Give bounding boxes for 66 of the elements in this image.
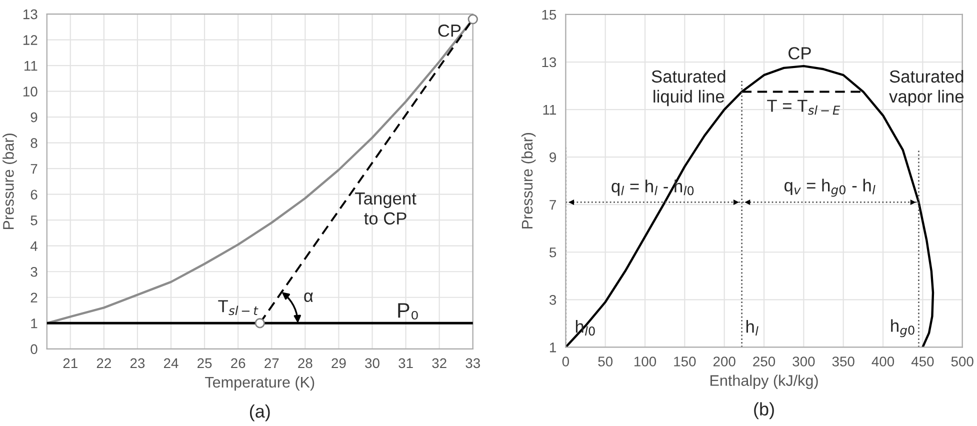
annotation: Tangent to CP: [355, 192, 416, 225]
y-tick-label: 5: [30, 216, 38, 226]
text: (b): [754, 402, 774, 420]
x-axis-title: Temperature (K): [205, 376, 314, 391]
x-tick-label: 26: [231, 358, 246, 368]
x-tick-label: 400: [872, 356, 894, 366]
x-tick-label: 25: [198, 358, 212, 368]
y-tick-label: 4: [30, 241, 38, 251]
annotation: q$_{v}$ = h$_{g0}$ - h$_{l}$: [784, 178, 876, 197]
annotation: α: [304, 292, 313, 302]
y-tick-label: 1: [550, 342, 556, 352]
annotation: Saturated vapor line: [889, 70, 964, 106]
x-tick-label: 0: [562, 356, 569, 366]
y-tick-label: 9: [550, 152, 556, 162]
y-tick-label: 2: [30, 292, 38, 302]
x-tick-label: 31: [398, 358, 413, 368]
y-tick-label: 7: [30, 164, 38, 174]
y-tick-label: 3: [549, 294, 556, 305]
annotation: h$_{l0}$: [576, 320, 595, 336]
x-tick-label: 300: [792, 356, 815, 366]
annotation: T = T$_{sl−E}$: [767, 100, 840, 115]
annotation: CP: [788, 47, 811, 60]
y-tick-label: 10: [23, 86, 38, 96]
y-tick-label: 15: [542, 10, 556, 20]
x-tick-label: 350: [832, 356, 854, 366]
x-tick-label: 24: [164, 358, 178, 368]
x-tick-label: 50: [598, 356, 613, 366]
x-tick-label: 23: [130, 358, 145, 368]
text: (a): [250, 404, 270, 422]
y-axis-title: Pressure (bar): [2, 134, 17, 230]
x-tick-label: 100: [634, 356, 656, 366]
x-tick-label: 32: [432, 358, 446, 368]
x-tick-label: 21: [63, 358, 78, 368]
x-tick-label: 250: [753, 356, 776, 366]
annotation: Saturated liquid line: [652, 70, 726, 106]
y-tick-label: 13: [542, 57, 556, 68]
y-tick-label: 3: [30, 266, 38, 277]
y-tick-label: 1: [31, 318, 38, 328]
y-tick-label: 7: [550, 200, 556, 210]
x-tick-label: 29: [332, 358, 346, 368]
ref-line-label: P₀: [398, 303, 418, 320]
x-tick-label: 27: [264, 358, 279, 368]
y-tick-label: 13: [23, 9, 38, 20]
y-axis-title: Pressure (bar): [521, 132, 536, 228]
annotation: h$_{g0}$: [891, 319, 914, 338]
x-tick-label: 200: [713, 356, 736, 366]
y-tick-label: 9: [30, 112, 38, 122]
x-tick-label: 150: [674, 356, 696, 366]
x-tick-label: 30: [365, 358, 380, 368]
y-tick-label: 5: [549, 248, 556, 258]
y-tick-label: 11: [24, 61, 38, 71]
annotation: CP: [438, 24, 461, 37]
x-tick-label: 33: [466, 358, 480, 368]
annotation: q$_{l}$ = h$_{l}$ - h$_{l0}$: [612, 180, 694, 196]
x-axis-title: Enthalpy (kJ/kg): [710, 374, 818, 389]
x-tick-label: 28: [298, 358, 312, 368]
y-tick-label: 0: [30, 344, 38, 354]
y-tick-label: 8: [30, 138, 38, 148]
y-tick-label: 12: [23, 35, 38, 45]
x-tick-label: 22: [96, 358, 111, 368]
annotation: T$_{sl−t}$: [218, 300, 258, 316]
x-tick-label: 450: [911, 356, 934, 366]
y-tick-label: 6: [30, 190, 38, 200]
annotation: h$_{l}$: [746, 320, 758, 336]
y-tick-label: 11: [543, 105, 556, 115]
x-tick-label: 500: [951, 356, 974, 366]
